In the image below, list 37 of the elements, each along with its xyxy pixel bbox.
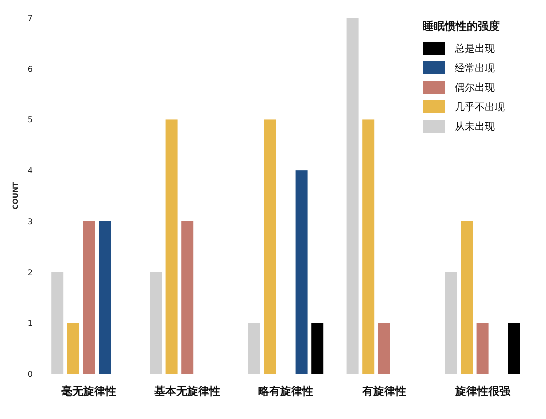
legend-title: 睡眠惯性的强度 (423, 20, 500, 33)
bar (150, 272, 162, 374)
bar (296, 170, 308, 374)
bar (362, 120, 375, 374)
bar (445, 272, 458, 374)
bar (99, 221, 111, 374)
y-tick-label: 3 (28, 217, 33, 226)
bar (182, 221, 194, 374)
legend-label: 几乎不出现 (455, 102, 505, 114)
bar (52, 272, 64, 374)
x-tick-label: 略有旋律性 (258, 385, 314, 398)
bar (67, 323, 80, 374)
bar (166, 120, 178, 374)
legend-label: 偶尔出现 (455, 82, 495, 94)
bar (248, 323, 260, 374)
bar (508, 323, 520, 374)
bar (378, 323, 390, 374)
bar (461, 221, 473, 374)
x-tick-label: 毫无旋律性 (62, 385, 117, 398)
y-tick-label: 0 (28, 370, 33, 379)
x-tick-label: 旋律性很强 (454, 385, 512, 398)
legend-label: 总是出现 (454, 43, 495, 55)
y-tick-label: 6 (28, 64, 33, 74)
legend-label: 从未出现 (455, 121, 495, 133)
bar (312, 323, 324, 374)
x-tick-label: 基本无旋律性 (154, 385, 221, 398)
y-tick-label: 5 (28, 116, 33, 125)
legend-label: 经常出现 (455, 62, 495, 74)
y-tick-label: 7 (28, 14, 33, 23)
bar (264, 120, 276, 374)
y-tick-label: 2 (28, 268, 33, 278)
x-tick-label: 有旋律性 (361, 385, 406, 398)
y-tick-label: 1 (28, 319, 33, 328)
bar (83, 221, 96, 374)
bar (476, 323, 489, 374)
bar (346, 18, 359, 374)
y-tick-label: 4 (28, 166, 33, 176)
